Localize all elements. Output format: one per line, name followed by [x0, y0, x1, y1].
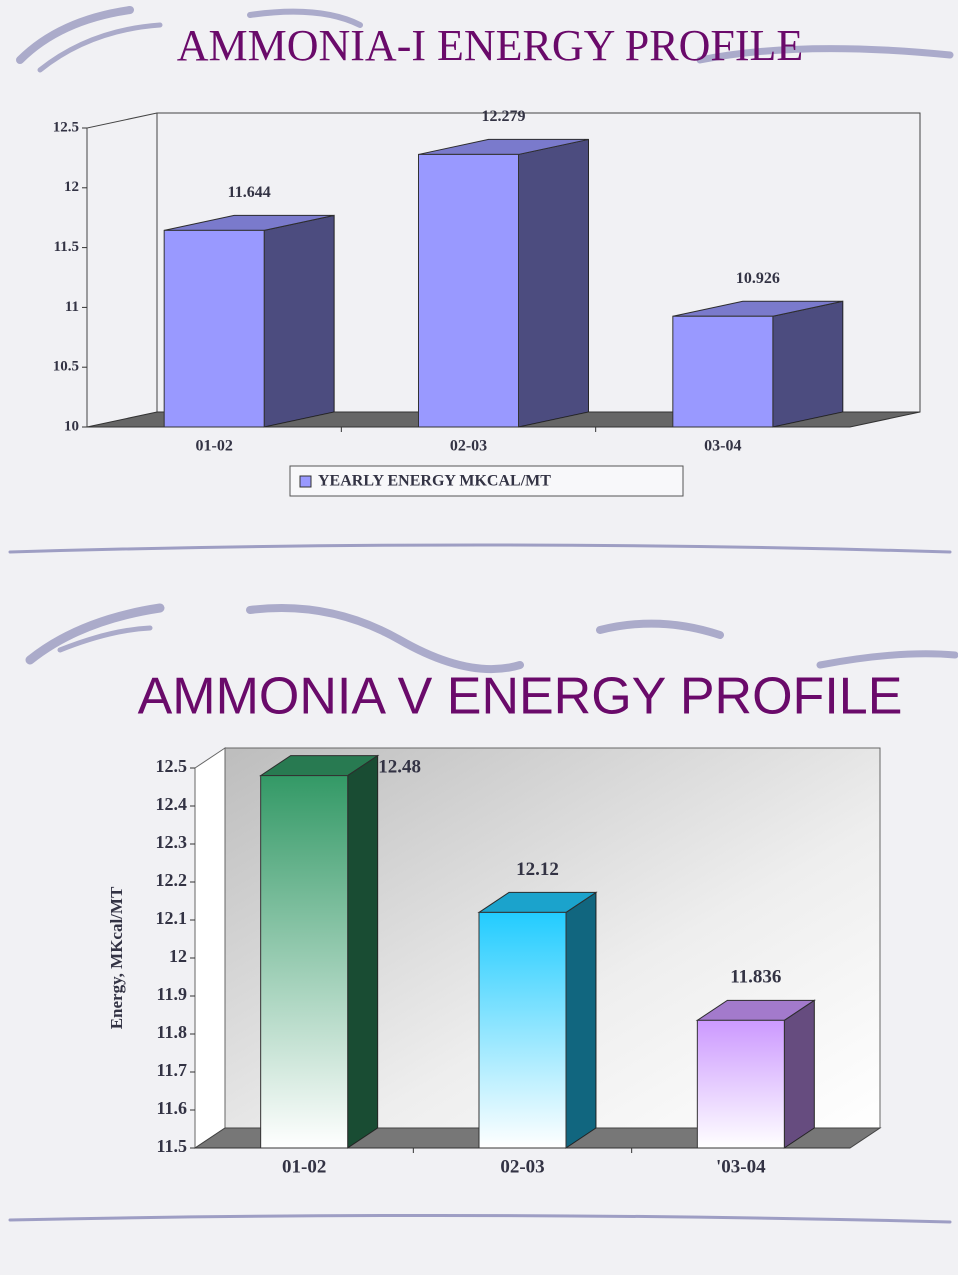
data-label: 10.926	[736, 270, 780, 287]
chart-title: AMMONIA-I ENERGY PROFILE	[177, 21, 804, 70]
y-axis-label: Energy, MKcal/MT	[107, 886, 126, 1029]
y-tick-label: 11.9	[156, 984, 187, 1004]
data-label: 11.836	[730, 967, 781, 988]
y-tick-label: 11.6	[156, 1098, 187, 1118]
y-tick-label: 12.3	[156, 832, 188, 852]
bar-side-shade	[772, 301, 843, 427]
y-tick-label: 12	[169, 946, 187, 966]
data-label: 11.644	[228, 184, 271, 201]
legend-label: YEARLY ENERGY MKCAL/MT	[318, 473, 551, 490]
y-tick-label: 12.5	[156, 756, 188, 776]
x-tick-label: 01-02	[196, 438, 233, 455]
bar	[672, 315, 774, 428]
bar-top-shade	[479, 892, 596, 913]
bar	[418, 153, 519, 428]
y-tick-label: 11.5	[54, 239, 79, 255]
y-tick-label: 11.8	[156, 1022, 187, 1042]
bar-side-shade	[518, 139, 589, 428]
side-wall	[194, 747, 226, 1149]
chart-title: AMMONIA V ENERGY PROFILE	[138, 668, 903, 726]
bar	[696, 1019, 785, 1149]
y-tick-label: 11.5	[156, 1136, 187, 1156]
bar-side-shade	[347, 755, 378, 1148]
x-tick-label: 01-02	[282, 1156, 326, 1177]
bar	[163, 229, 265, 428]
bar-side-shade	[566, 892, 596, 1148]
y-tick-label: 12.4	[156, 794, 188, 814]
y-tick-label: 11.7	[156, 1060, 187, 1080]
x-tick-label: 02-03	[450, 438, 487, 455]
bar-top-shade	[672, 301, 843, 317]
data-label: 12.48	[378, 756, 421, 777]
y-tick-label: 12.2	[156, 870, 188, 890]
bar	[260, 775, 349, 1149]
bar	[478, 911, 567, 1149]
legend-box	[289, 465, 684, 497]
bar-side-shade	[264, 215, 335, 427]
y-tick-label: 11	[65, 299, 79, 315]
decoration	[8, 6, 958, 1224]
data-label: 12.12	[516, 859, 559, 880]
bar-top-shade	[260, 755, 378, 776]
y-tick-label: 10.5	[53, 359, 79, 375]
y-tick-label: 12	[64, 179, 79, 195]
x-tick-label: 03-04	[704, 438, 741, 455]
x-tick-label: '03-04	[716, 1156, 766, 1177]
x-tick-label: 02-03	[500, 1156, 544, 1177]
legend-swatch	[299, 475, 312, 488]
data-label: 12.279	[482, 108, 526, 125]
bar-side-shade	[784, 1000, 815, 1148]
y-tick-label: 10	[64, 418, 79, 434]
bar-top-shade	[697, 1000, 815, 1021]
y-tick-label: 12.1	[156, 908, 188, 928]
y-tick-label: 12.5	[53, 119, 79, 135]
bar-top-shade	[418, 139, 589, 155]
bar-top-shade	[164, 215, 335, 231]
